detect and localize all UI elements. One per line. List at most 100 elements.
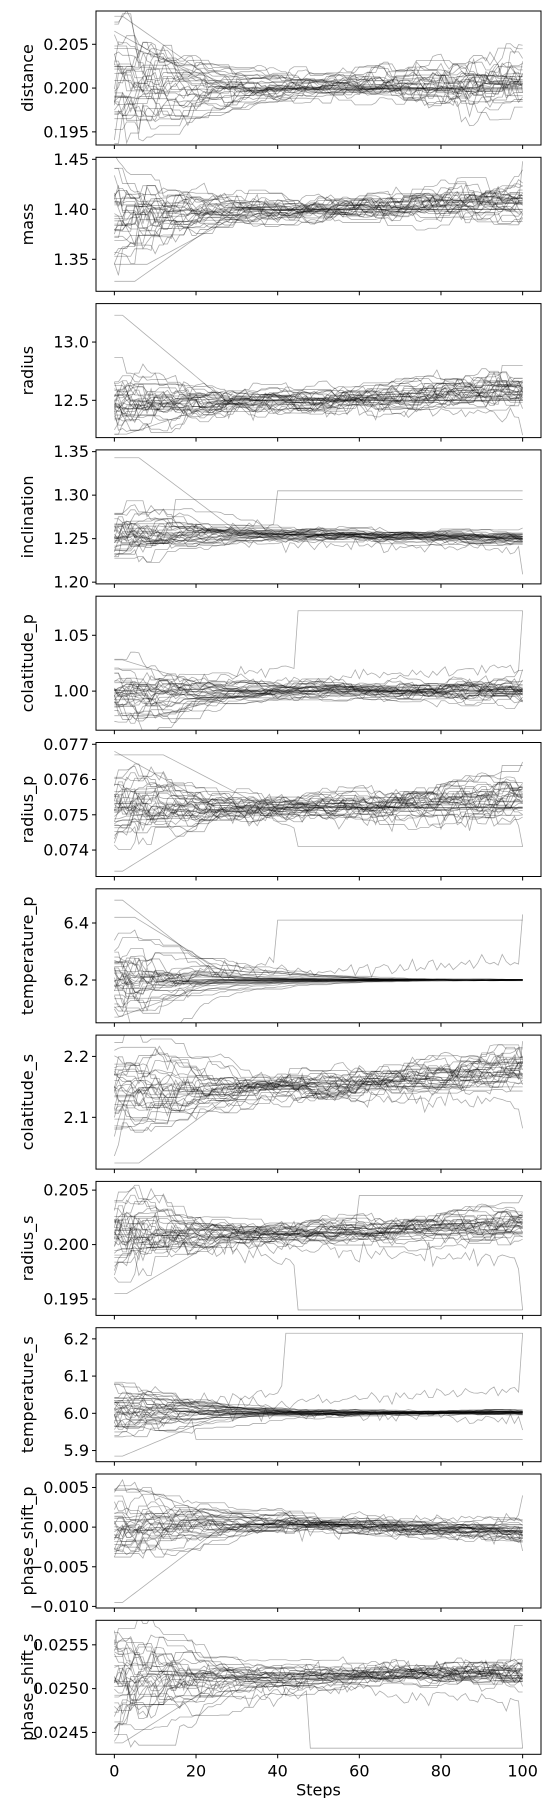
walker-trace: [113, 1639, 523, 1684]
walker-trace: [114, 1059, 523, 1097]
walker-trace: [114, 1052, 523, 1100]
y-tick-label: 2.1: [64, 1108, 89, 1127]
axes-frame: [95, 303, 542, 439]
walker-trace: [114, 185, 523, 231]
walker-trace: [114, 1396, 523, 1414]
walker-trace: [114, 1409, 523, 1429]
walker-trace: [114, 1667, 523, 1748]
walker-trace: [114, 72, 523, 118]
outlier-walker-trace: [114, 807, 523, 872]
walker-trace: [114, 62, 523, 145]
walker-trace: [114, 66, 523, 116]
walker-trace: [114, 965, 523, 985]
y-axis-label: radius_s: [18, 1216, 38, 1282]
y-tick-label: 1.35: [53, 442, 89, 461]
y-tick-label: 0.075: [43, 805, 89, 824]
walker-trace: [114, 1515, 523, 1537]
walker-trace: [114, 1399, 523, 1415]
walker-trace: [114, 1381, 523, 1415]
walker-trace: [114, 189, 523, 226]
walker-trace: [114, 971, 523, 1002]
outlier-walker-trace: [114, 1672, 524, 1749]
walker-trace: [114, 1035, 523, 1085]
walker-trace: [114, 377, 523, 416]
axes-frame: [95, 10, 542, 146]
walker-trace: [114, 45, 523, 99]
y-tick-label: 6.2: [64, 971, 89, 990]
walker-trace: [114, 74, 523, 144]
walker-trace: [114, 685, 523, 717]
walker-trace: [114, 667, 523, 700]
walker-trace: [114, 788, 523, 826]
y-tick-label: 0.195: [43, 1290, 89, 1309]
outlier-walker-trace: [114, 30, 523, 89]
walker-traces-temperature_s: [113, 1332, 524, 1457]
outlier-walker-trace: [114, 979, 523, 1018]
walker-trace: [114, 500, 523, 540]
walker-trace: [113, 192, 523, 235]
outlier-walker-trace: [114, 1677, 523, 1744]
walker-trace: [114, 1515, 523, 1543]
walker-trace: [114, 1223, 523, 1252]
panel-distance: 0.195 0.200 0.205 distance: [18, 10, 542, 149]
y-tick-label: 0.205: [43, 35, 89, 54]
walker-trace: [114, 1651, 523, 1698]
walker-trace: [113, 763, 523, 816]
walker-trace: [113, 198, 523, 230]
walker-trace: [114, 678, 523, 701]
outlier-walker-trace: [114, 1495, 524, 1535]
walker-trace: [114, 782, 523, 818]
walker-trace: [113, 781, 523, 823]
y-axis-label: colatitude_s: [18, 1054, 38, 1150]
walker-trace: [113, 961, 523, 985]
outlier-walker-trace: [114, 659, 523, 692]
walker-trace: [113, 1523, 523, 1558]
walker-trace: [114, 195, 523, 250]
walker-trace: [114, 1044, 524, 1095]
walker-trace: [114, 1046, 524, 1101]
walker-trace: [114, 11, 523, 121]
walker-trace: [114, 1662, 523, 1705]
axes-frame: [95, 1619, 542, 1755]
walker-trace: [114, 1403, 523, 1416]
walker-trace: [113, 968, 523, 989]
walker-trace: [114, 681, 523, 706]
walker-trace: [114, 1220, 523, 1252]
walker-trace: [114, 1516, 523, 1539]
walker-trace: [114, 526, 523, 547]
walker-trace: [114, 1403, 523, 1423]
walker-trace: [114, 783, 523, 809]
outlier-walker-trace: [114, 1086, 523, 1164]
walker-trace: [114, 188, 523, 256]
walker-trace: [114, 970, 523, 986]
outlier-walker-trace: [114, 1671, 523, 1749]
walker-trace: [114, 357, 524, 414]
walker-trace: [114, 1386, 523, 1416]
walker-trace: [114, 680, 523, 710]
panel-inclination: 1.20 1.25 1.30 1.35 inclination: [18, 442, 542, 592]
walker-trace: [114, 526, 523, 546]
walker-trace: [114, 680, 523, 698]
walker-trace: [114, 1478, 523, 1538]
walker-trace: [114, 522, 523, 546]
walker-trace: [114, 1511, 523, 1533]
outlier-walker-trace: [114, 499, 523, 544]
walker-trace: [114, 1509, 523, 1538]
walker-trace: [114, 1495, 523, 1542]
walker-trace: [114, 1508, 523, 1539]
y-tick-label: −0.005: [30, 1557, 89, 1576]
walker-trace: [114, 1411, 523, 1433]
walker-trace: [113, 1208, 523, 1271]
walker-trace: [114, 525, 523, 547]
walker-trace: [113, 1219, 523, 1246]
walker-trace: [114, 1206, 523, 1247]
walker-trace: [114, 973, 523, 1011]
y-axis-label: phase_shift_s: [18, 1634, 38, 1741]
walker-trace: [114, 83, 523, 142]
y-tick-label: 2.2: [64, 1047, 89, 1066]
walker-trace: [114, 1391, 523, 1415]
outlier-walker-trace: [114, 397, 524, 436]
walker-trace: [114, 796, 523, 832]
walker-trace: [114, 1409, 523, 1427]
walker-traces-radius_p: [113, 750, 524, 872]
